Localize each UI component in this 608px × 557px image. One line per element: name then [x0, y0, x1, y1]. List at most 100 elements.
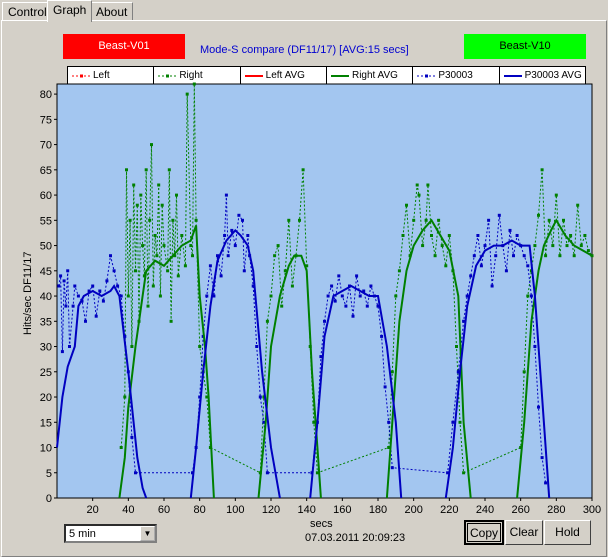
legend-swatch — [72, 74, 90, 77]
clear-button[interactable]: Clear — [505, 520, 543, 545]
data-point — [262, 395, 266, 399]
data-point — [446, 471, 450, 475]
data-point — [205, 395, 209, 399]
data-point — [465, 294, 469, 298]
data-point — [128, 218, 132, 222]
data-point — [233, 244, 237, 248]
data-point — [315, 471, 319, 475]
data-point — [105, 279, 109, 283]
data-point — [483, 244, 487, 248]
y-tick-label: 25 — [40, 367, 52, 379]
y-tick-label: 80 — [40, 89, 52, 101]
data-point — [572, 254, 576, 258]
data-point — [230, 228, 234, 232]
tab-graph[interactable]: Graph — [47, 0, 93, 22]
data-point — [125, 168, 128, 172]
data-point — [405, 203, 408, 207]
copy-button[interactable]: Copy — [464, 520, 504, 545]
data-point — [280, 304, 284, 308]
data-point — [551, 244, 555, 248]
data-point — [540, 456, 544, 460]
data-point — [319, 355, 323, 359]
series-line-avg — [257, 254, 322, 499]
series-line-avg — [309, 284, 403, 499]
legend-item: Right AVG — [325, 67, 412, 84]
y-tick-label: 55 — [40, 215, 52, 227]
data-point — [224, 193, 228, 197]
data-point — [583, 234, 587, 237]
x-tick-label: 280 — [547, 504, 565, 516]
data-point — [276, 244, 280, 248]
data-point — [169, 319, 173, 323]
data-point — [119, 294, 123, 298]
chevron-down-icon[interactable]: ▼ — [140, 526, 155, 541]
data-point — [333, 299, 337, 303]
data-point — [397, 269, 401, 273]
data-point — [262, 420, 266, 424]
data-point — [157, 183, 161, 187]
data-point — [515, 234, 519, 237]
data-point — [68, 345, 71, 348]
data-point — [344, 304, 348, 308]
data-point — [508, 228, 512, 232]
data-point — [98, 289, 102, 293]
data-point — [487, 218, 491, 222]
data-point — [283, 269, 287, 273]
data-point — [451, 420, 455, 424]
data-point — [258, 395, 262, 399]
data-point — [569, 234, 573, 237]
data-point — [326, 294, 330, 298]
plot-area — [56, 83, 593, 499]
x-tick-label: 160 — [333, 504, 351, 516]
tab-about[interactable]: About — [90, 2, 134, 21]
data-point — [323, 319, 326, 323]
chart-legend: Left Right Left AVG Right AVG P30003 P30003 A… — [67, 66, 586, 85]
data-point — [554, 193, 558, 197]
data-point — [383, 385, 387, 389]
data-point — [298, 218, 301, 222]
data-point — [141, 244, 145, 248]
data-point — [183, 264, 187, 268]
data-point — [216, 254, 219, 258]
legend-label: P30003 AVG — [524, 70, 582, 81]
data-point — [180, 234, 184, 237]
data-point — [529, 294, 533, 298]
legend-swatch — [158, 74, 177, 77]
data-point — [219, 274, 223, 278]
x-tick-label: 40 — [122, 504, 134, 516]
series-line-avg — [516, 218, 593, 499]
data-point — [237, 213, 241, 217]
legend-label: Left AVG — [265, 70, 305, 81]
data-point — [265, 471, 269, 475]
data-point — [134, 471, 137, 475]
data-point — [153, 234, 157, 237]
x-tick-label: 140 — [297, 504, 315, 516]
y-tick-label: 35 — [40, 316, 52, 328]
data-point — [576, 203, 580, 207]
data-point — [73, 284, 77, 288]
tab-control[interactable]: Control — [2, 2, 53, 21]
data-point — [194, 218, 198, 222]
data-point — [533, 244, 537, 248]
data-point — [365, 304, 369, 308]
interval-select[interactable]: 5 min ▼ — [64, 524, 157, 543]
y-tick-label: 50 — [40, 241, 52, 253]
data-point — [444, 264, 448, 268]
data-point — [301, 168, 305, 172]
legend-item: Left — [68, 67, 153, 84]
data-point — [522, 370, 526, 374]
data-point — [562, 218, 565, 222]
legend-item: P30003 AVG — [498, 67, 585, 84]
legend-swatch — [244, 74, 263, 77]
y-tick-label: 0 — [46, 493, 52, 505]
data-point — [146, 304, 150, 308]
right-device-badge: Beast-V10 — [464, 34, 586, 59]
data-point — [437, 218, 441, 222]
data-point — [162, 244, 166, 248]
data-point — [208, 264, 212, 268]
data-point — [130, 435, 134, 439]
graph-title: Mode-S compare (DF11/17) [AVG:15 secs] — [200, 44, 409, 56]
x-axis-label: secs — [310, 518, 333, 530]
series-line-avg — [118, 225, 215, 499]
hold-button[interactable]: Hold — [544, 520, 591, 545]
